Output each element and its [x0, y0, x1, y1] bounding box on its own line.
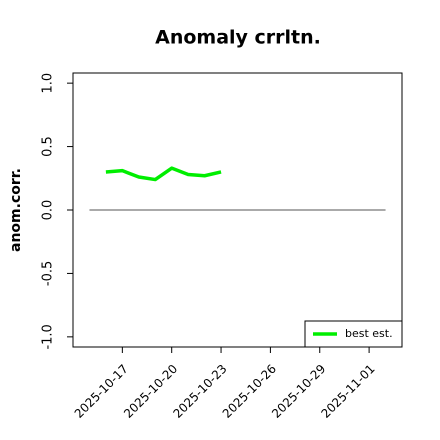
y-axis-label: anom.corr. [8, 168, 24, 252]
x-tick-label: 2025-11-01 [318, 362, 377, 421]
series-line [105, 166, 222, 182]
y-tick-label: -0.5 [41, 261, 56, 286]
y-tick-label: 0.5 [41, 136, 56, 157]
chart-title: Anomaly crrltn. [155, 27, 321, 49]
y-tick-label: 0.0 [41, 200, 56, 221]
legend-label: best est. [345, 327, 393, 340]
y-tick-label: 1.0 [41, 73, 56, 94]
y-tick-label: -1.0 [41, 324, 56, 349]
